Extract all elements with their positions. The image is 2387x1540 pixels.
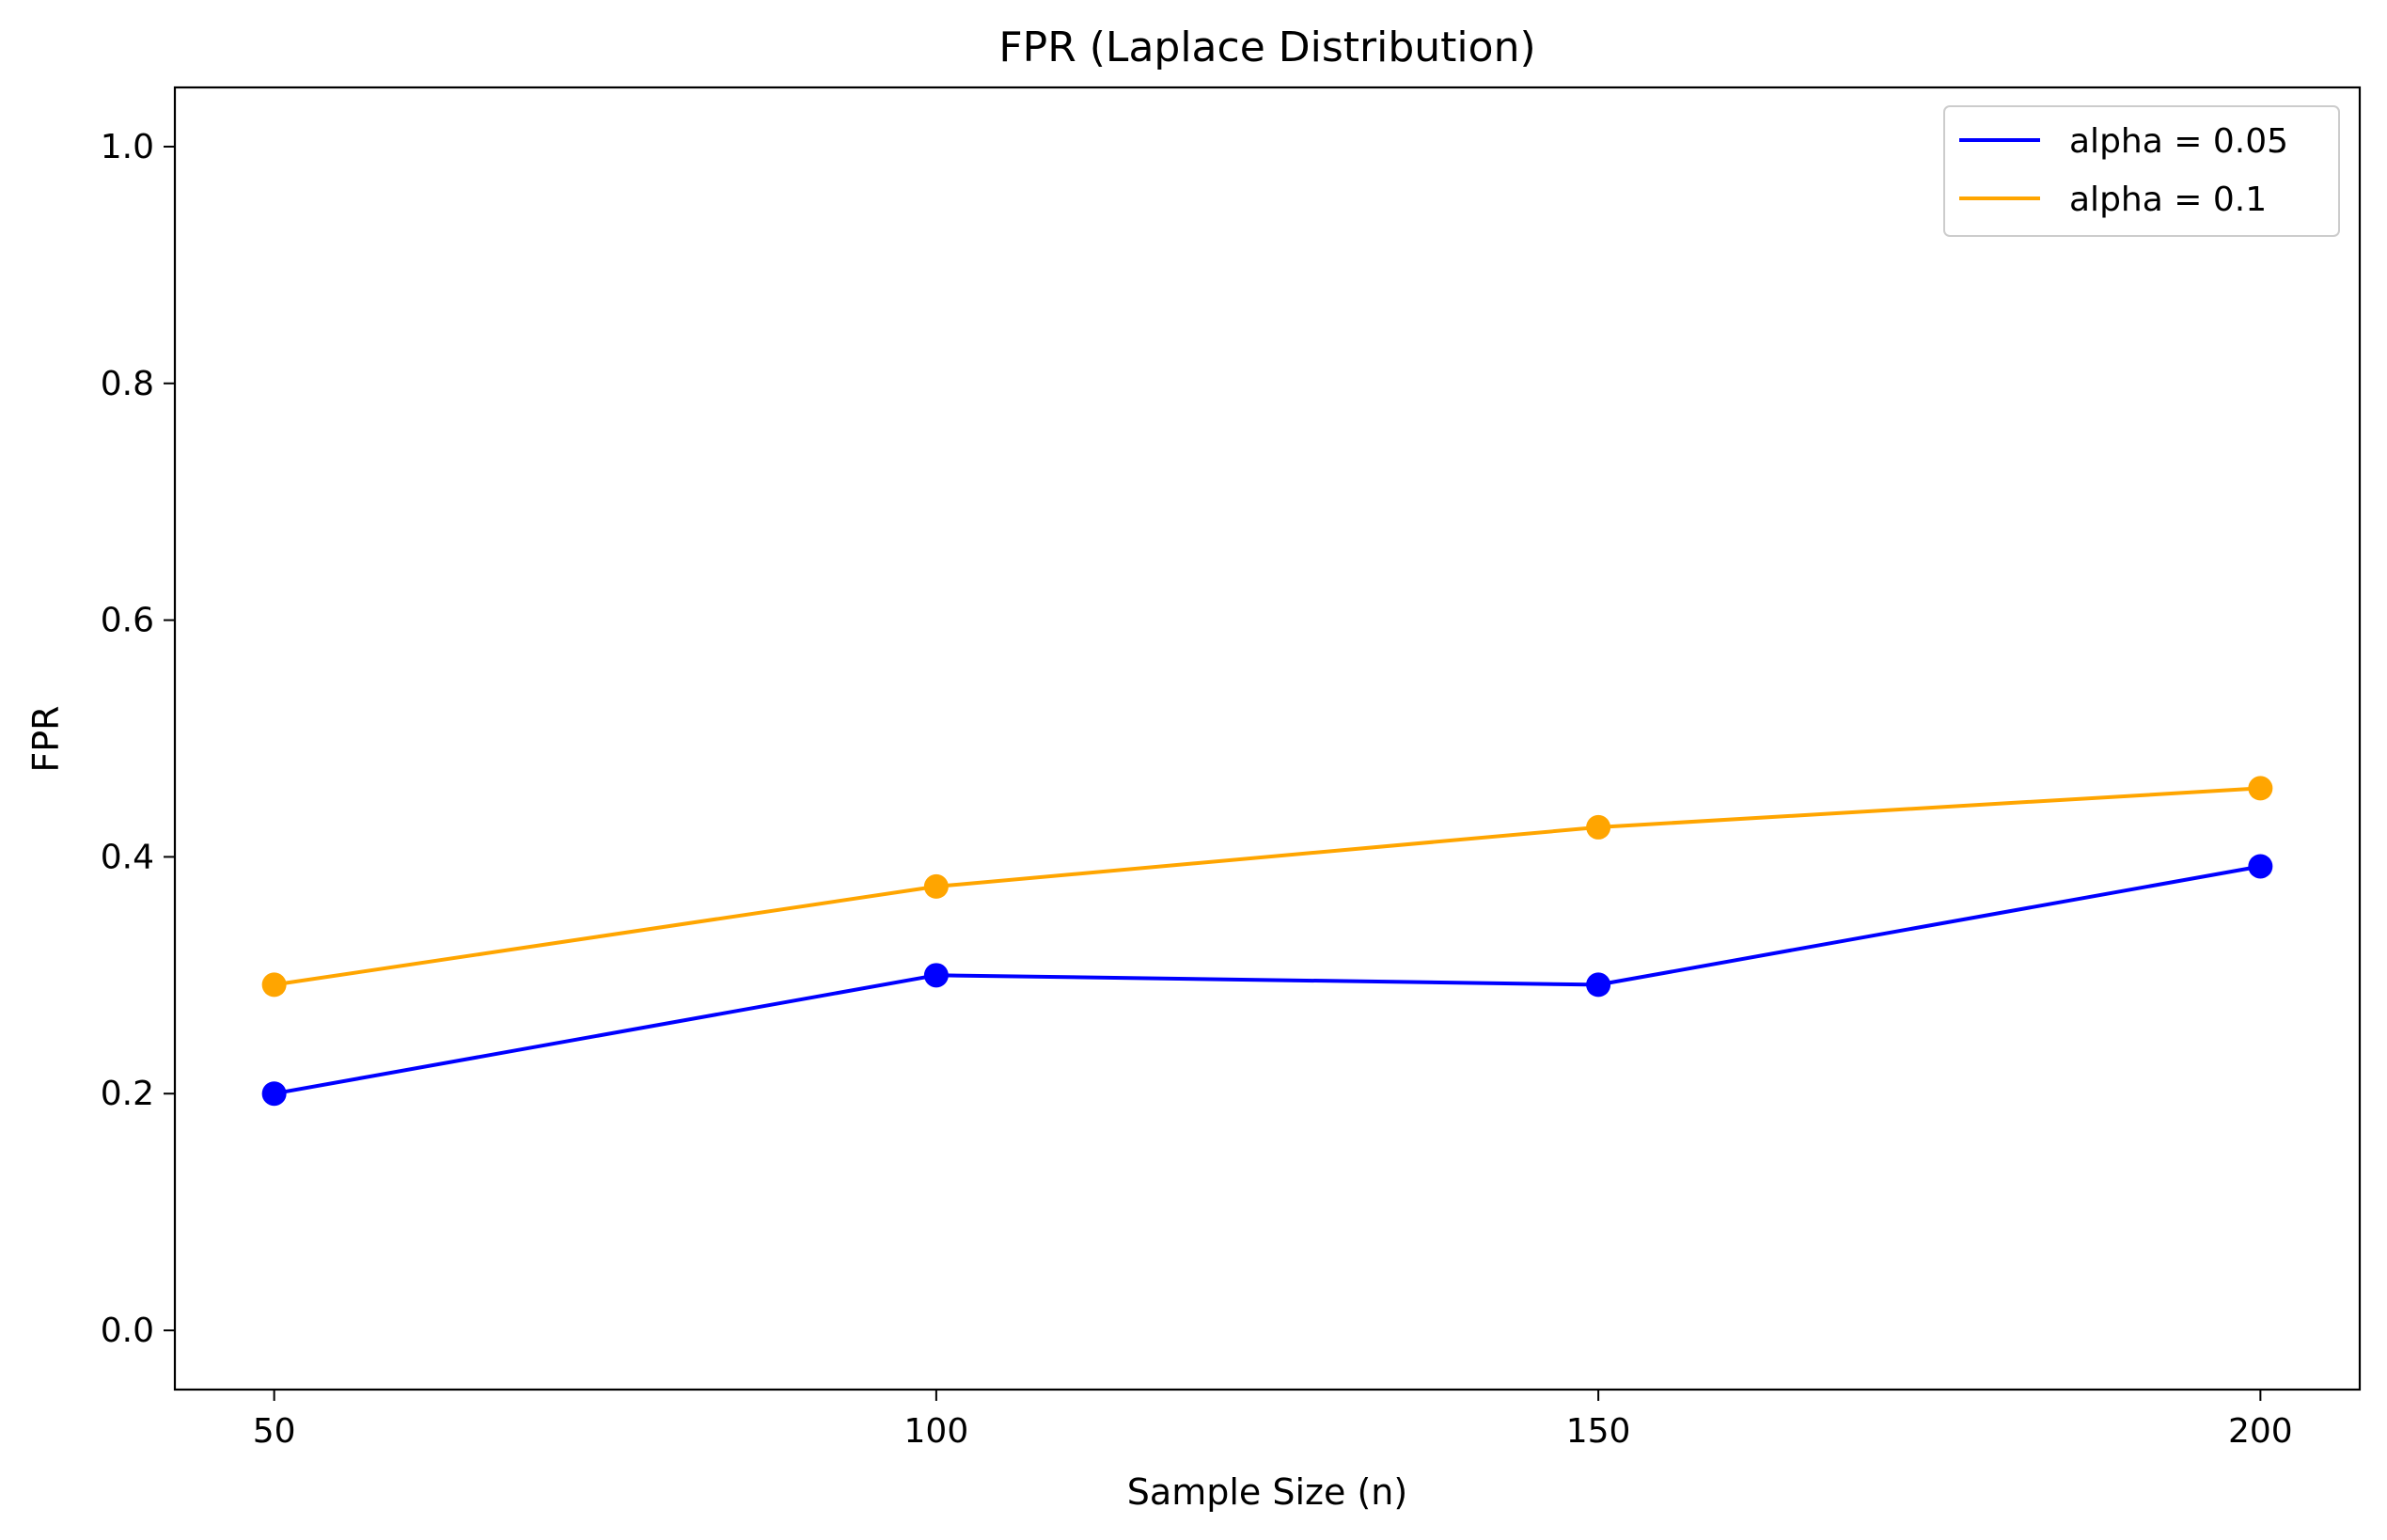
data-point-series-1: [261, 972, 287, 998]
x-tick-label: 150: [1566, 1412, 1631, 1451]
x-axis: 50 100 150 200: [253, 1390, 2293, 1451]
x-tick-label: 50: [253, 1412, 296, 1451]
series-line-1: [274, 786, 2261, 987]
y-tick-label: 0.4: [101, 838, 154, 876]
data-point-series-1: [2248, 776, 2273, 801]
data-point-series-0: [2248, 854, 2273, 879]
series-line-0: [274, 864, 2261, 1096]
legend: alpha = 0.05 alpha = 0.1: [1943, 105, 2340, 237]
y-axis: 0.0 0.2 0.4 0.6 0.8 1.0: [101, 128, 175, 1350]
chart-title: FPR (Laplace Distribution): [998, 24, 1535, 71]
y-axis-label: FPR: [25, 705, 67, 772]
data-point-series-0: [923, 963, 949, 988]
x-tick-label: 200: [2228, 1412, 2293, 1451]
data-point-series-0: [1586, 972, 1611, 998]
legend-label-alpha-01: alpha = 0.1: [2069, 181, 2267, 219]
x-axis-label: Sample Size (n): [1127, 1471, 1407, 1513]
plot-area: [261, 776, 2273, 1107]
y-tick-label: 0.6: [101, 602, 154, 640]
y-tick-label: 1.0: [101, 128, 154, 166]
plot-frame: [173, 86, 2362, 1391]
y-tick-label: 0.8: [101, 365, 154, 403]
y-tick-label: 0.2: [101, 1075, 154, 1113]
x-tick-label: 100: [904, 1412, 969, 1451]
legend-label-alpha-005: alpha = 0.05: [2069, 122, 2288, 161]
data-point-series-1: [1586, 814, 1611, 840]
data-point-series-0: [261, 1081, 287, 1107]
y-tick-label: 0.0: [101, 1312, 154, 1350]
legend-frame: [1943, 105, 2340, 237]
data-point-series-1: [923, 873, 949, 899]
